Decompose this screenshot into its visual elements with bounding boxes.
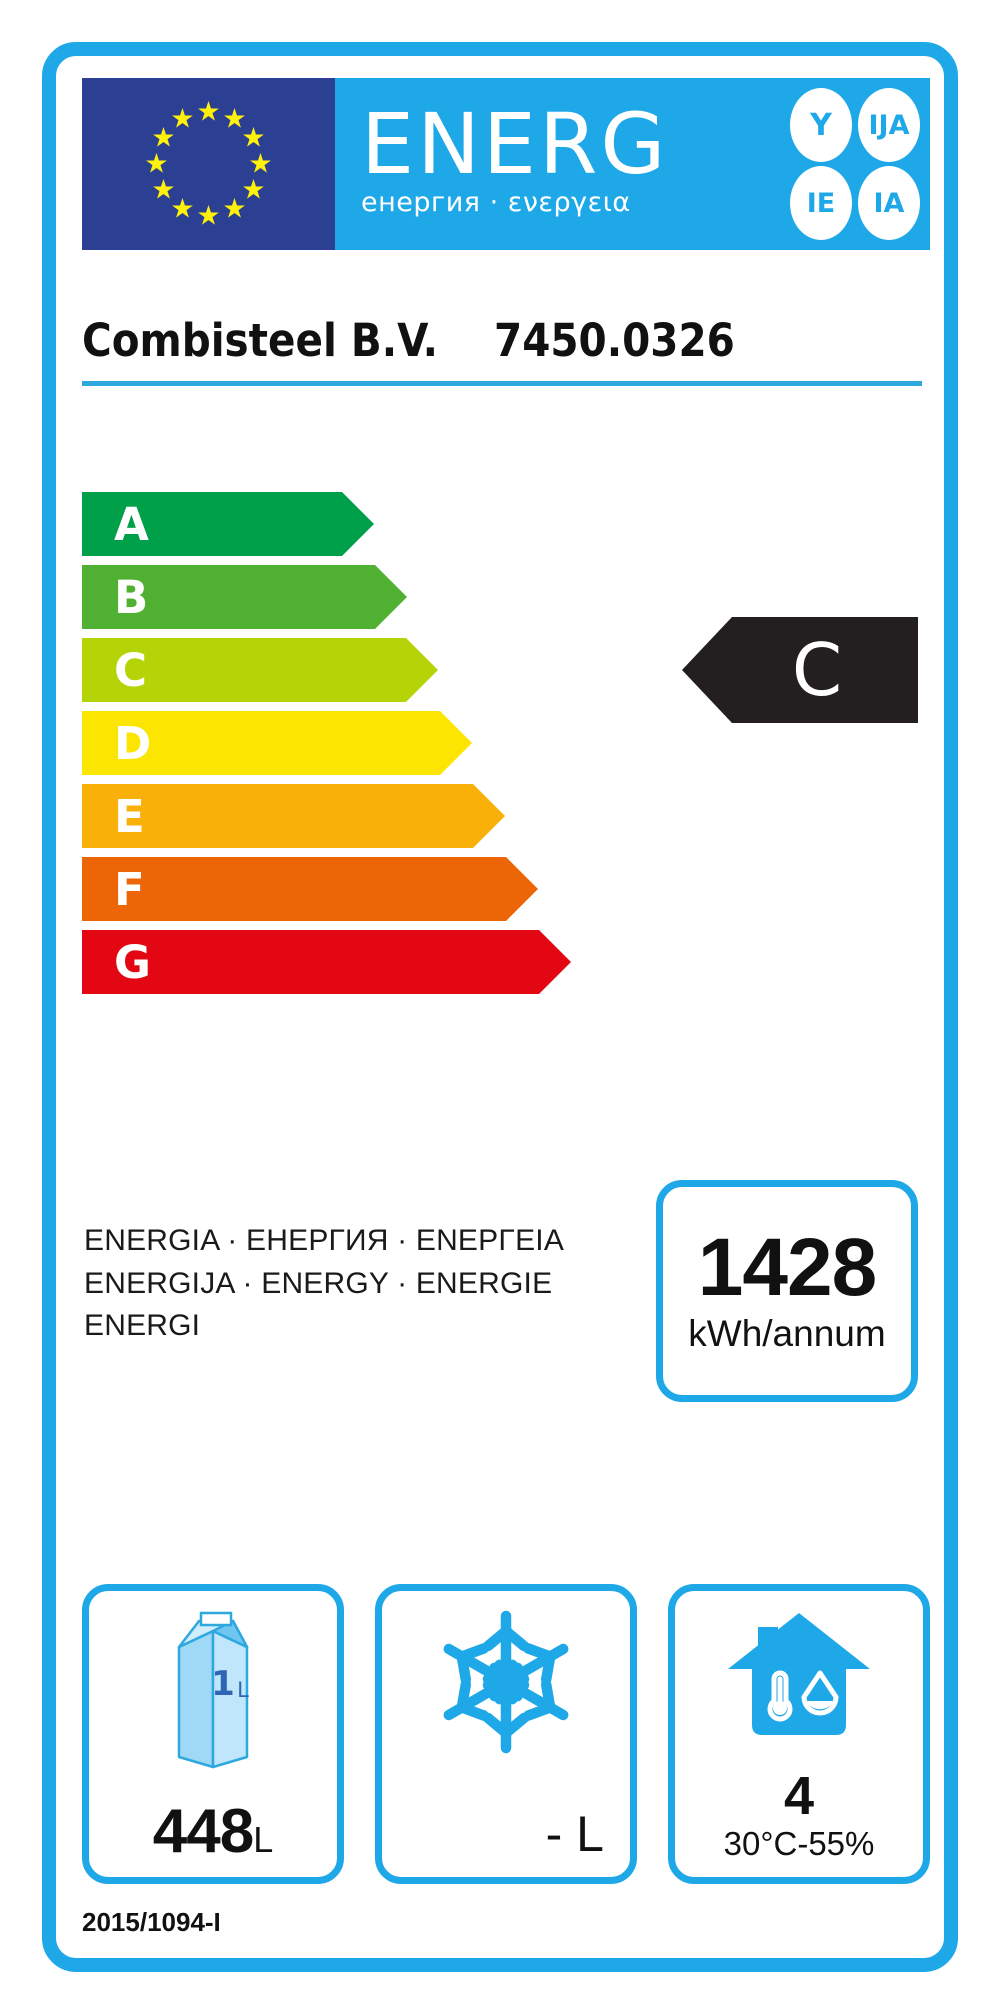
energy-word-line-2: ENERGIJA · ENERGY · ENERGIE xyxy=(84,1266,553,1300)
grade-letter: E xyxy=(114,789,145,843)
eu-star: ★ xyxy=(241,174,266,205)
energy-multilingual-text: ENERGIA · ЕНЕРГИЯ · ΕΝΕΡΓΕΙΑ ENERGIJA · … xyxy=(84,1220,564,1348)
milk-carton-icon: 1 L xyxy=(89,1607,337,1785)
eu-star: ★ xyxy=(170,193,195,224)
supplier-row: Combisteel B.V. 7450.0326 xyxy=(82,314,918,367)
grade-arrow-a: A xyxy=(82,492,374,556)
label-inner: ★ ★ ★ ★ ★ ★ ★ ★ ★ ★ ★ ★ ENERG енергия · ενεργεια Y … xyxy=(56,56,944,1958)
climate-class-box: 4 30°C-55% xyxy=(668,1584,930,1884)
freezer-volume-caption: - L xyxy=(382,1805,630,1863)
fridge-volume-box: 1 L 448L xyxy=(82,1584,344,1884)
grade-letter: F xyxy=(114,862,145,916)
grade-row-e: E xyxy=(82,784,918,848)
eu-star: ★ xyxy=(222,103,247,134)
energy-word-line-1: ENERGIA · ЕНЕРГИЯ · ΕΝΕΡΓΕΙΑ xyxy=(84,1224,565,1257)
energy-word-line-3: ENERGI xyxy=(84,1309,201,1343)
grade-arrow-b: B xyxy=(82,565,407,629)
badge-ia: IA xyxy=(858,166,920,240)
grade-row-a: A xyxy=(82,492,918,556)
grade-letter: A xyxy=(114,497,149,551)
svg-text:1: 1 xyxy=(211,1664,235,1704)
climate-class-value: 4 xyxy=(783,1766,815,1826)
grade-arrow-g: G xyxy=(82,930,571,994)
house-climate-icon xyxy=(675,1607,923,1739)
selected-class-letter: C xyxy=(791,628,843,712)
eu-star: ★ xyxy=(170,103,195,134)
grade-letter: C xyxy=(114,643,148,697)
grade-row-g: G xyxy=(82,930,918,994)
grade-letter: G xyxy=(114,935,151,989)
svg-text:L: L xyxy=(237,1678,249,1702)
energ-text-wrap: ENERG енергия · ενεργεια xyxy=(335,94,669,222)
snowflake-icon xyxy=(382,1607,630,1757)
supplier-name: Combisteel B.V. xyxy=(82,314,439,367)
mid-section: ENERGIA · ЕНЕРГИЯ · ΕΝΕΡΓΕΙΑ ENERGIJA · … xyxy=(82,1180,918,1434)
freezer-volume-box: - L xyxy=(375,1584,637,1884)
spec-boxes: 1 L 448L xyxy=(82,1584,930,1884)
eu-star: ★ xyxy=(248,148,273,179)
fridge-volume-unit: L xyxy=(253,1819,274,1860)
header-divider xyxy=(82,381,922,386)
grade-row-d: D xyxy=(82,711,918,775)
grade-row-c: C xyxy=(82,638,918,702)
badge-ija: IJA xyxy=(858,88,920,162)
language-badge-grid: Y IJA IE IA xyxy=(790,88,920,240)
grade-arrow-e: E xyxy=(82,784,505,848)
eu-star: ★ xyxy=(151,174,176,205)
fridge-volume-value: 448 xyxy=(152,1797,254,1866)
climate-class-range: 30°C-55% xyxy=(723,1825,875,1862)
eu-star: ★ xyxy=(196,96,221,127)
energ-panel: ENERG енергия · ενεργεια Y IJA IE IA xyxy=(335,78,930,250)
annual-consumption-value: 1428 xyxy=(697,1222,877,1313)
energ-wordmark: ENERG xyxy=(361,94,669,193)
annual-consumption-box: 1428 kWh/annum xyxy=(656,1180,918,1402)
grade-arrow-c: C xyxy=(82,638,438,702)
eu-star: ★ xyxy=(241,122,266,153)
annual-consumption-unit: kWh/annum xyxy=(688,1313,886,1354)
grade-arrow-d: D xyxy=(82,711,472,775)
eu-flag-icon: ★ ★ ★ ★ ★ ★ ★ ★ ★ ★ ★ ★ xyxy=(82,78,335,250)
eu-star: ★ xyxy=(144,148,169,179)
fridge-volume-caption: 448L xyxy=(89,1801,337,1863)
freezer-volume-value: - L xyxy=(545,1806,604,1862)
grade-row-b: B xyxy=(82,565,918,629)
eu-star: ★ xyxy=(196,200,221,231)
badge-ie: IE xyxy=(790,166,852,240)
regulation-reference: 2015/1094-I xyxy=(82,1907,221,1937)
grade-row-f: F xyxy=(82,857,918,921)
grade-arrow-f: F xyxy=(82,857,538,921)
eu-star: ★ xyxy=(222,193,247,224)
label-header: ★ ★ ★ ★ ★ ★ ★ ★ ★ ★ ★ ★ ENERG енергия · ενεργεια Y … xyxy=(82,78,930,250)
grade-letter: B xyxy=(114,570,149,624)
model-identifier: 7450.0326 xyxy=(494,314,735,367)
badge-y: Y xyxy=(790,88,852,162)
grade-letter: D xyxy=(114,716,152,770)
climate-class-caption: 4 30°C-55% xyxy=(675,1769,923,1863)
energ-subtitle: енергия · ενεργεια xyxy=(361,187,631,219)
eu-star: ★ xyxy=(151,122,176,153)
energy-label: ★ ★ ★ ★ ★ ★ ★ ★ ★ ★ ★ ★ ENERG енергия · ενεργεια Y … xyxy=(42,42,958,1972)
selected-class-pointer: C xyxy=(682,617,918,723)
